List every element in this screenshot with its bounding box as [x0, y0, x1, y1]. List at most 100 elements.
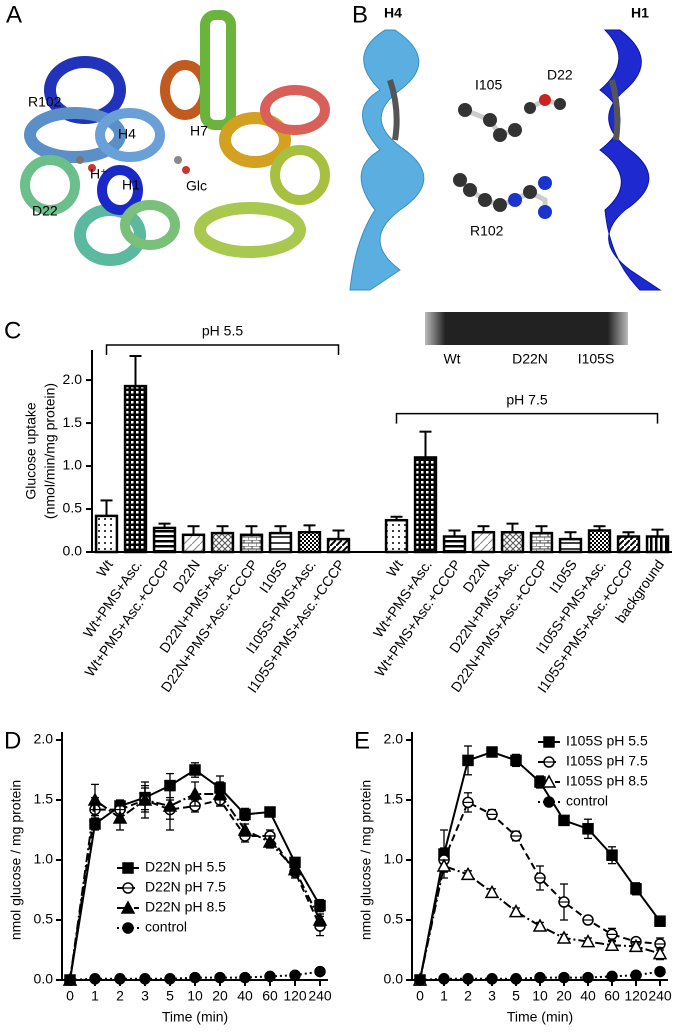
- marker: [64, 974, 76, 986]
- blot-lane-label: I105S: [578, 351, 615, 367]
- marker: [114, 973, 126, 985]
- structure-label: H1: [631, 5, 649, 21]
- y-tick-label: 2.0: [34, 731, 54, 747]
- marker: [580, 934, 596, 948]
- marker: [122, 922, 134, 934]
- structure-label: D22: [32, 203, 58, 219]
- marker: [287, 862, 303, 876]
- bar: [297, 530, 322, 554]
- legend: D22N pH 5.5 D22N pH 7.5 D22N pH 8.5 control: [117, 859, 226, 935]
- x-tick-label: 20: [556, 988, 572, 1004]
- group-bracket: [395, 412, 659, 424]
- bar: [413, 456, 438, 554]
- bar: [384, 518, 409, 554]
- legend: I105S pH 5.5 I105S pH 7.5 I105S pH 8.5 cont…: [538, 733, 648, 809]
- marker: [484, 884, 500, 899]
- group-label: pH 5.5: [202, 323, 243, 339]
- marker: [162, 798, 178, 812]
- marker: [508, 904, 524, 918]
- marker: [606, 849, 618, 861]
- x-tick-label: 1: [91, 988, 99, 1004]
- marker: [630, 883, 642, 895]
- structure-label: R102: [28, 94, 62, 110]
- panel-label: B: [352, 1, 368, 28]
- marker: [212, 786, 228, 800]
- y-axis-label: Glucose uptake: [23, 402, 39, 499]
- marker: [462, 973, 474, 985]
- marker: [189, 971, 201, 984]
- structure-label: R102: [470, 223, 504, 239]
- panel-label: E: [354, 727, 370, 754]
- marker: [314, 965, 326, 978]
- bar: [442, 535, 467, 554]
- marker: [462, 754, 474, 767]
- y-tick-label: 2.0: [63, 371, 83, 387]
- structure-label: D22: [547, 67, 573, 83]
- y-tick-label: 0.5: [34, 911, 54, 927]
- marker: [239, 808, 251, 821]
- x-tick-label: 240: [308, 988, 332, 1004]
- bar: [587, 529, 612, 554]
- marker: [486, 746, 498, 758]
- y-tick-label: 1.5: [63, 414, 83, 430]
- bar: [645, 535, 670, 554]
- y-tick-label: 2.0: [384, 731, 404, 747]
- marker: [189, 764, 201, 776]
- marker: [164, 973, 176, 985]
- marker: [532, 918, 548, 932]
- bar: [529, 531, 554, 554]
- bar: [268, 531, 293, 554]
- x-tick-label: 3: [141, 988, 149, 1004]
- panel-label: C: [4, 317, 21, 344]
- structure-label: H7: [190, 123, 208, 139]
- marker: [262, 834, 278, 848]
- structure-label: I105: [475, 77, 502, 93]
- marker: [112, 810, 128, 824]
- marker: [606, 970, 618, 983]
- legend-label: control: [566, 793, 608, 809]
- marker: [89, 973, 101, 985]
- y-axis-label: (nmol/min/mg protein): [42, 383, 58, 519]
- marker: [558, 971, 570, 984]
- x-tick-label: 1: [440, 988, 448, 1004]
- y-tick-label: 1.0: [63, 457, 83, 473]
- bar: [239, 533, 264, 554]
- marker: [582, 823, 594, 835]
- y-tick-label: 1.5: [34, 791, 54, 807]
- marker: [460, 866, 476, 881]
- x-tick-label: 3: [488, 988, 496, 1004]
- marker: [654, 965, 666, 978]
- x-tick-label: 40: [237, 988, 253, 1004]
- group-bracket: [105, 344, 340, 355]
- marker: [558, 814, 570, 827]
- bar: [471, 530, 496, 554]
- marker: [139, 973, 151, 985]
- structure-label: H4: [384, 5, 402, 21]
- legend-label: I105S pH 5.5: [566, 733, 648, 749]
- marker: [534, 971, 546, 984]
- marker: [289, 969, 301, 981]
- x-tick-label: 120: [624, 988, 648, 1004]
- marker: [314, 899, 326, 912]
- marker: [122, 862, 134, 874]
- legend-label: D22N pH 8.5: [145, 899, 226, 915]
- x-tick-label: 5: [166, 988, 174, 1004]
- x-axis-label: Time (min): [162, 1009, 228, 1025]
- marker: [556, 930, 572, 944]
- panel-b-structure: [349, 29, 662, 291]
- bar: [123, 384, 148, 554]
- marker: [264, 970, 276, 983]
- marker: [510, 973, 522, 985]
- marker: [237, 822, 253, 836]
- marker: [654, 915, 666, 927]
- marker: [438, 973, 450, 985]
- series-line: [419, 864, 661, 981]
- y-tick-label: 0.0: [384, 971, 404, 987]
- bar: [616, 535, 641, 554]
- x-tick-label: 0: [66, 988, 74, 1004]
- western-blot: [425, 312, 628, 345]
- marker: [543, 736, 555, 748]
- y-tick-label: 1.0: [384, 851, 404, 867]
- x-tick-label: 10: [187, 988, 203, 1004]
